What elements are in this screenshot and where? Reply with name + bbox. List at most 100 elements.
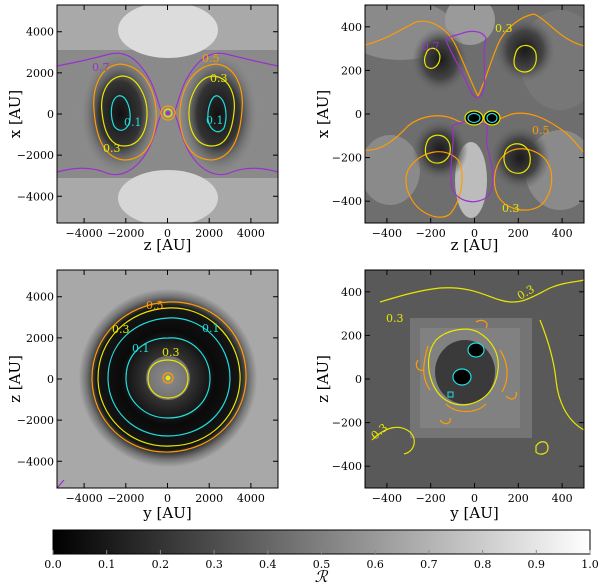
contour-0.1-right (207, 95, 227, 133)
panel-top-right: 0.7 0.3 0.5 0.3 −400 −200 0 200 400 400 200 0 −2… (314, 4, 585, 254)
y-tick-label: 200 (341, 64, 362, 77)
x-tick-label: −4000 (65, 227, 102, 240)
contour-0.3-d (503, 143, 531, 174)
contour-label: 0.3 (210, 72, 228, 85)
y-tick-label: −400 (332, 195, 362, 208)
contour-0.7-right (173, 52, 278, 176)
contour-label: 0.1 (132, 342, 150, 355)
x-tick-label: −400 (372, 227, 402, 240)
contour-label: 0.3 (103, 142, 121, 155)
colorbar-tick-label: 0.8 (474, 558, 492, 571)
panel-bottom-left: 0.5 0.3 0.1 0.1 0.3 −4000 −2000 0 2000 4000 4… (6, 269, 279, 522)
x-tick-label: 4000 (237, 227, 265, 240)
contour-0.3-center (147, 359, 189, 399)
contour-0.5-left (93, 63, 157, 161)
y-tick-label: 0 (47, 108, 54, 121)
contour-label: 0.3 (495, 22, 513, 35)
x-tick-label: 400 (552, 492, 573, 505)
x-tick-label: 0 (164, 227, 171, 240)
y-tick-label: −2000 (17, 149, 54, 162)
contour-label: 0.5 (146, 299, 164, 312)
colorbar-tick-label: 0.0 (44, 558, 62, 571)
contour-0.7-left (57, 52, 163, 176)
contour-label: 0.3 (386, 312, 404, 325)
contour-0.1-ring-outer (107, 317, 231, 437)
colorbar-tick-label: 0.2 (152, 558, 170, 571)
contour-label: 0.5 (202, 52, 220, 65)
panel-bottom-right-heatmap: 0.3 0.3 0.3 (365, 270, 584, 488)
contour-label: 0.1 (202, 322, 220, 335)
x-tick-label: 0 (471, 227, 478, 240)
y-tick-label: −200 (332, 152, 362, 165)
y-tick-label: 4000 (26, 291, 54, 304)
contour-label: 0.1 (124, 116, 142, 129)
contour-0.5-lower-right (493, 148, 553, 211)
x-tick-label: −200 (416, 492, 446, 505)
panel-top-left: 0.7 0.5 0.3 0.1 0.1 0.3 −4000 −2000 0 2000 4… (6, 4, 279, 254)
x-tick-label: 0 (164, 492, 171, 505)
y-tick-label: −4000 (17, 455, 54, 468)
contour-0.5-upper (365, 13, 584, 98)
x-tick-label: −400 (372, 492, 402, 505)
x-axis-label: y [AU] (142, 504, 191, 522)
contour-0.3-right (539, 319, 584, 431)
core-lower (452, 368, 472, 386)
x-tick-label: −2000 (107, 492, 144, 505)
colorbar-label: ℛ (315, 567, 329, 586)
panel-bottom-right: 0.3 0.3 0.3 −400 −200 0 200 400 400 200 0 −200 −4… (314, 269, 585, 522)
y-tick-label: −2000 (17, 414, 54, 427)
y-tick-label: −400 (332, 460, 362, 473)
contour-label: 0.7 (422, 40, 440, 53)
contour-0.7-lower (450, 121, 494, 203)
y-tick-label: −200 (332, 417, 362, 430)
panel-top-left-heatmap: 0.7 0.5 0.3 0.1 0.1 0.3 (57, 5, 278, 223)
panel-bottom-left-heatmap: 0.5 0.3 0.1 0.1 0.3 (57, 270, 278, 488)
y-tick-label: 400 (341, 286, 362, 299)
x-tick-label: 2000 (195, 227, 223, 240)
colorbar-ticks: 0.0 0.1 0.2 0.3 0.4 0.5 0.6 0.7 0.8 0.9 1.0 (44, 550, 599, 571)
core-upper (467, 342, 485, 358)
x-axis-label: z [AU] (144, 236, 192, 254)
y-axis-label: z [AU] (6, 355, 24, 403)
x-tick-label: −2000 (107, 227, 144, 240)
y-tick-label: 2000 (26, 332, 54, 345)
x-tick-label: 4000 (237, 492, 265, 505)
colorbar-tick-label: 0.1 (98, 558, 116, 571)
contour-0.5-lower-left (405, 151, 463, 218)
colorbar: 0.0 0.1 0.2 0.3 0.4 0.5 0.6 0.7 0.8 0.9 1.0 ℛ (44, 529, 599, 586)
contour-label: 0.5 (532, 124, 550, 137)
x-tick-label: 2000 (195, 492, 223, 505)
contour-0.5-right (179, 63, 243, 161)
contour-0.3-lower-left (371, 426, 415, 455)
colorbar-tick-label: 0.3 (205, 558, 223, 571)
contour-0.3-a (423, 47, 441, 69)
x-axis-label: y [AU] (449, 504, 498, 522)
contour-label: 0.3 (502, 202, 520, 215)
colorbar-tick-label: 0.4 (259, 558, 277, 571)
contour-0.3-top (379, 279, 584, 303)
x-tick-label: 400 (552, 227, 573, 240)
colorbar-tick-label: 1.0 (581, 558, 599, 571)
x-tick-label: 200 (508, 227, 529, 240)
y-tick-label: 0 (47, 373, 54, 386)
contour-0.1-left (110, 95, 131, 131)
y-tick-label: 400 (341, 21, 362, 34)
y-axis-label: x [AU] (314, 90, 332, 138)
colorbar-tick-label: 0.9 (528, 558, 546, 571)
contour-0.5-core (423, 345, 508, 413)
contour-0.3-right (188, 75, 235, 147)
center-contour (160, 105, 176, 121)
x-tick-label: 0 (471, 492, 478, 505)
y-tick-label: −4000 (17, 190, 54, 203)
contour-label: 0.3 (162, 346, 180, 359)
y-axis-label: z [AU] (314, 355, 332, 403)
contour-0.3-ring-outer (97, 307, 241, 447)
contour-0.5-ring (91, 301, 247, 453)
contour-0.3-core (427, 328, 499, 406)
contour-label: 0.7 (92, 61, 110, 74)
y-tick-label: 200 (341, 329, 362, 342)
contour-0.7-upper (445, 30, 487, 98)
x-tick-label: −4000 (65, 492, 102, 505)
contour-0.3-b (513, 44, 537, 73)
